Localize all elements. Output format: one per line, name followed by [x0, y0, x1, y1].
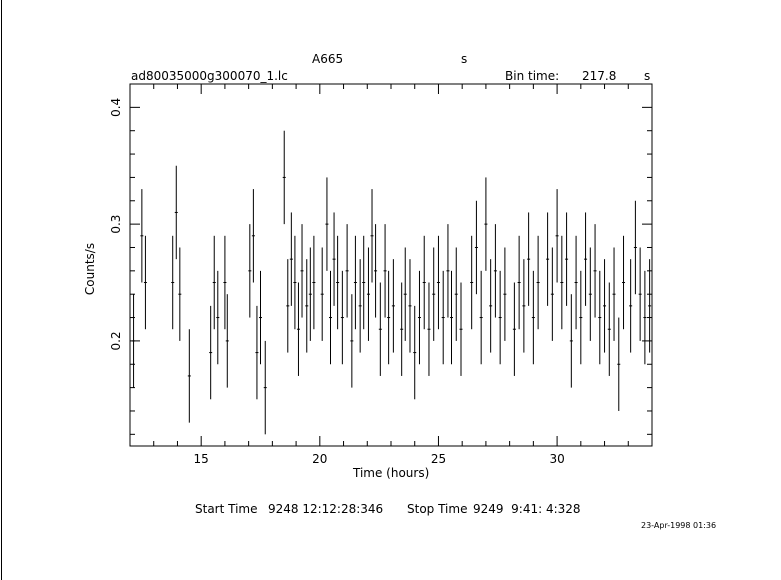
x-tick-label: 15 [194, 452, 209, 466]
axis-ticks [129, 83, 653, 446]
start-time-label: Start Time [195, 502, 258, 516]
filename: ad80035000g300070_1.lc [131, 69, 288, 83]
x-tick-label: 20 [312, 452, 327, 466]
window-border [1, 0, 2, 580]
start-time-value: 9248 12:12:28:346 [268, 502, 384, 516]
stop-time-value: 9249 9:41: 4:328 [473, 502, 581, 516]
x-tick-label: 30 [549, 452, 564, 466]
object-name: A665 [312, 52, 344, 66]
y-tick-label: 0.4 [109, 98, 123, 117]
y-tick-label: 0.2 [109, 331, 123, 350]
data-points [132, 130, 652, 435]
bin-time-label: Bin time: [505, 69, 560, 83]
bin-time-value: 217.8 [582, 69, 617, 83]
x-tick-label: 25 [431, 452, 446, 466]
plot-frame [129, 83, 653, 447]
units-label: s [461, 52, 468, 66]
date-stamp: 23-Apr-1998 01:36 [641, 521, 717, 530]
bin-time-unit: s [644, 69, 651, 83]
stop-time-label: Stop Time [407, 502, 468, 516]
y-tick-label: 0.3 [109, 215, 123, 234]
tick-labels: 15 20 25 30 0.2 0.3 0.4 [109, 98, 565, 466]
y-axis-label: Counts/s [83, 242, 98, 296]
x-axis-label: Time (hours) [353, 466, 430, 480]
